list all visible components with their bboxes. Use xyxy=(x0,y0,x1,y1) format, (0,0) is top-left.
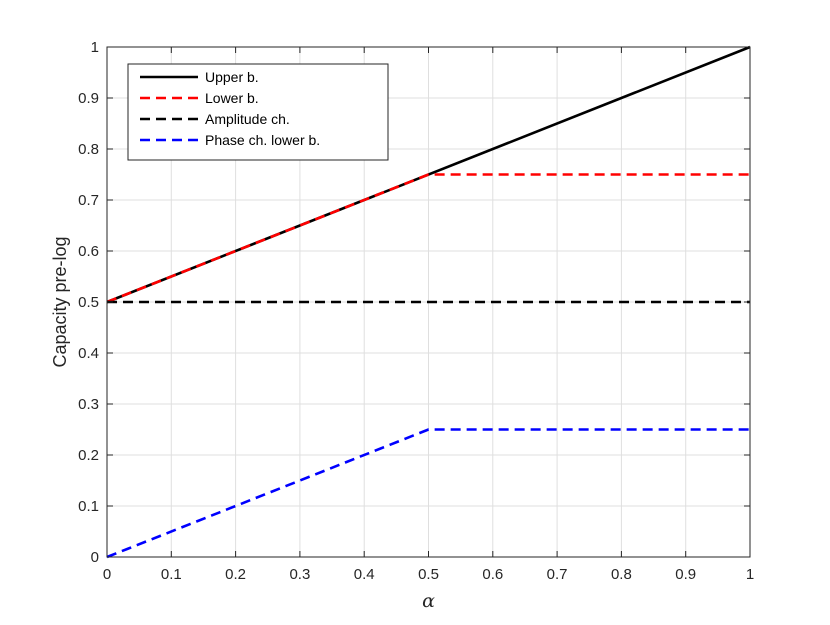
series-line-4 xyxy=(106,428,750,559)
y-tick-label: 0.2 xyxy=(78,447,99,464)
label-layer: α Capacity pre-log xyxy=(50,236,435,612)
x-tick-label: 0.5 xyxy=(418,566,439,583)
tick-layer: 0 0.1 0.2 0.3 0.4 0.5 0.6 0.7 0.8 0.9 1 0 0.1 0.2 0.3 0… xyxy=(78,39,754,583)
x-tick-label: 0 xyxy=(103,566,111,583)
y-tick-label: 0.7 xyxy=(78,192,99,209)
x-tick-label: 0.9 xyxy=(675,566,696,583)
x-tick-label: 0.8 xyxy=(611,566,632,583)
y-tick-label: 0.6 xyxy=(78,243,99,260)
y-tick-label: 0.9 xyxy=(78,90,99,107)
legend-box xyxy=(127,63,389,161)
x-tick-label: 0.1 xyxy=(161,566,182,583)
legend: Upper b. Lower b. Amplitude ch. Phase ch. l… xyxy=(127,63,389,161)
y-tick-label: 0 xyxy=(91,549,99,566)
y-tick-label: 0.3 xyxy=(78,396,99,413)
legend-entry-4: Phase ch. lower b. xyxy=(205,132,320,148)
y-tick-label: 0.5 xyxy=(78,294,99,311)
y-tick-label: 0.8 xyxy=(78,141,99,158)
x-axis-label: α xyxy=(422,590,435,612)
y-tick-label: 0.4 xyxy=(78,345,99,362)
y-tick-label: 1 xyxy=(91,39,99,56)
x-tick-label: 0.7 xyxy=(547,566,568,583)
y-axis-label: Capacity pre-log xyxy=(50,236,70,367)
x-tick-label: 0.4 xyxy=(354,566,375,583)
x-tick-label: 0.2 xyxy=(225,566,246,583)
y-tick-label: 0.1 xyxy=(78,498,99,515)
x-tick-label: 1 xyxy=(746,566,754,583)
legend-entry-2: Lower b. xyxy=(205,90,259,106)
series-line-2 xyxy=(106,173,750,304)
series-layer xyxy=(106,45,751,559)
x-tick-label: 0.6 xyxy=(482,566,503,583)
legend-entry-1: Upper b. xyxy=(205,69,259,85)
legend-entry-3: Amplitude ch. xyxy=(205,111,290,127)
x-tick-label: 0.3 xyxy=(289,566,310,583)
